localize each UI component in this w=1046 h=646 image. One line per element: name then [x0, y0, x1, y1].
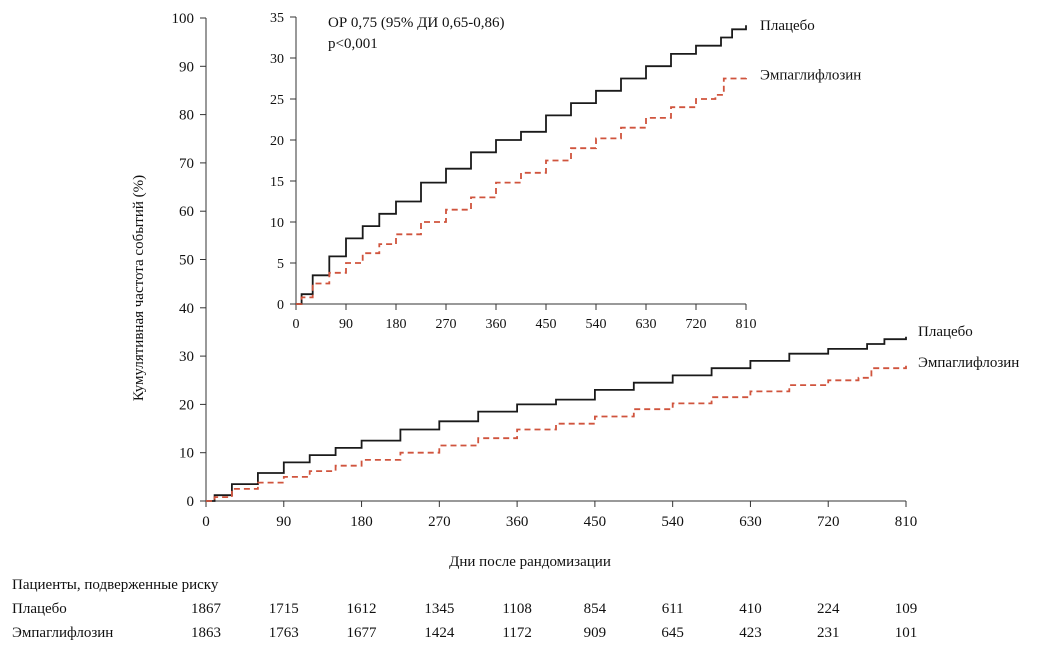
risk-table-cell: 1863 [191, 625, 221, 641]
inset-x-tick-label: 90 [339, 317, 353, 332]
inset-x-tick-label: 630 [636, 317, 657, 332]
main-x-tick-label: 630 [739, 514, 762, 530]
risk-table-cell: 1867 [191, 601, 222, 617]
main-y-tick-label: 100 [172, 11, 195, 27]
risk-row-label-placebo: Плацебо [12, 601, 67, 617]
inset-x-tick-label: 540 [586, 317, 607, 332]
risk-table-cell: 109 [895, 601, 918, 617]
risk-table-cell: 1345 [424, 601, 454, 617]
main-legend-placebo: Плацебо [918, 324, 973, 340]
main-y-tick-label: 60 [179, 204, 194, 220]
main-y-tick-label: 30 [179, 349, 194, 365]
inset-y-tick-label: 0 [277, 298, 284, 313]
risk-table-cell: 1424 [424, 625, 455, 641]
risk-row-label-empagliflozin: Эмпаглифлозин [12, 625, 113, 641]
inset-x-tick-label: 0 [293, 317, 300, 332]
inset-y-tick-label: 30 [270, 52, 284, 67]
main-y-tick-label: 0 [187, 494, 195, 510]
main-y-tick-label: 70 [179, 156, 194, 172]
risk-table-cell: 1172 [502, 625, 531, 641]
main-legend-empagliflozin: Эмпаглифлозин [918, 355, 1019, 371]
p-value-annotation: p<0,001 [328, 36, 378, 52]
risk-table-cell: 1763 [269, 625, 299, 641]
main-x-tick-label: 540 [661, 514, 684, 530]
main-x-tick-label: 0 [202, 514, 210, 530]
risk-table-cell: 423 [739, 625, 762, 641]
risk-table-cell: 101 [895, 625, 918, 641]
inset-x-tick-label: 360 [486, 317, 507, 332]
y-axis-title: Кумулятивная частота событий (%) [131, 175, 147, 401]
main-y-tick-label: 40 [179, 301, 194, 317]
main-x-tick-label: 180 [350, 514, 373, 530]
main-series-placebo-line [206, 336, 907, 502]
risk-table-cell: 224 [817, 601, 840, 617]
inset-series-empagliflozin-line [296, 74, 747, 305]
inset-x-tick-label: 450 [536, 317, 557, 332]
risk-table-cell: 1677 [347, 625, 378, 641]
inset-x-tick-label: 810 [736, 317, 757, 332]
main-x-tick-label: 270 [428, 514, 451, 530]
risk-table-cell: 1108 [502, 601, 531, 617]
risk-table-cell: 909 [584, 625, 607, 641]
inset-legend-placebo: Плацебо [760, 18, 815, 34]
main-x-tick-label: 720 [817, 514, 840, 530]
risk-table-title: Пациенты, подверженные риску [12, 577, 219, 593]
main-series-empagliflozin-line [206, 365, 907, 502]
inset-legend-empagliflozin: Эмпаглифлозин [760, 67, 861, 83]
risk-table-cell: 645 [661, 625, 684, 641]
main-x-tick-label: 450 [584, 514, 607, 530]
inset-series-placebo-line [296, 25, 747, 305]
hazard-ratio-annotation: ОР 0,75 (95% ДИ 0,65-0,86) [328, 15, 504, 31]
main-y-tick-label: 50 [179, 253, 194, 269]
main-y-tick-label: 10 [179, 446, 194, 462]
main-x-tick-label: 360 [506, 514, 529, 530]
inset-y-tick-label: 10 [270, 216, 284, 231]
inset-y-tick-label: 5 [277, 257, 284, 272]
risk-table-cell: 410 [739, 601, 762, 617]
x-axis-title: Дни после рандомизации [449, 554, 611, 570]
risk-table-cell: 1612 [347, 601, 377, 617]
risk-table-cell: 1715 [269, 601, 299, 617]
main-y-tick-label: 80 [179, 108, 194, 124]
risk-table-cell: 231 [817, 625, 840, 641]
risk-table-cell: 854 [584, 601, 607, 617]
inset-y-tick-label: 20 [270, 134, 284, 149]
inset-x-tick-label: 720 [686, 317, 707, 332]
main-x-tick-label: 810 [895, 514, 918, 530]
main-y-tick-label: 90 [179, 59, 194, 75]
inset-y-tick-label: 35 [270, 11, 284, 26]
risk-table-cell: 611 [662, 601, 684, 617]
main-x-tick-label: 90 [276, 514, 291, 530]
main-y-tick-label: 20 [179, 397, 194, 413]
inset-y-tick-label: 15 [270, 175, 284, 190]
inset-y-tick-label: 25 [270, 93, 284, 108]
inset-x-tick-label: 180 [386, 317, 407, 332]
inset-x-tick-label: 270 [436, 317, 457, 332]
